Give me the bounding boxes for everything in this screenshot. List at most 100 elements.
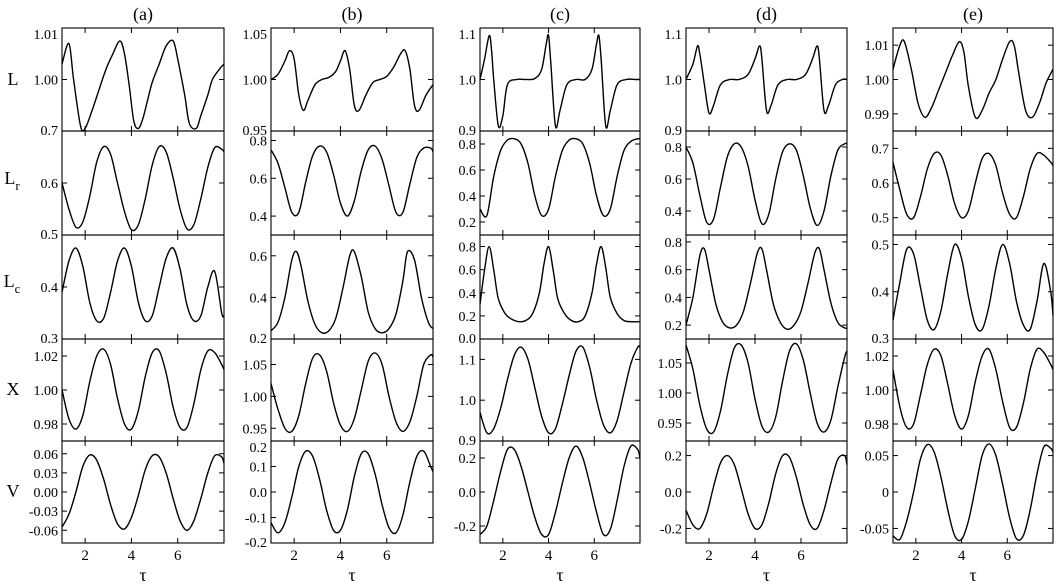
subplot-frame <box>479 27 641 132</box>
subplot-frame <box>685 234 848 340</box>
y-tick-label: 1.0 <box>459 394 477 409</box>
series-line-X <box>61 348 225 431</box>
x-tick-label: 4 <box>128 548 136 564</box>
panel-column-1: (a) 0.7 1.00 1.01 0.5 0.6 0.3 0.4 0.98 1.00 1.02 -0… <box>29 4 225 584</box>
y-tick-label: 0.6 <box>459 264 477 279</box>
subplot-frame <box>61 130 225 236</box>
y-tick-label: 0.8 <box>665 236 683 251</box>
subplot-frame <box>892 440 1054 544</box>
series-line-X <box>479 345 641 435</box>
y-tick-label: -0.03 <box>29 505 58 520</box>
y-tick-label: 0.4 <box>872 286 890 301</box>
y-tick-label: 0.99 <box>865 108 890 123</box>
y-tick-label: 1.1 <box>459 28 477 43</box>
panel-label: (e) <box>963 4 983 25</box>
y-tick-label: 0.0 <box>459 332 477 347</box>
x-axis-label: τ <box>556 565 563 584</box>
panel-label: (d) <box>756 4 777 25</box>
series-line-X <box>892 347 1054 432</box>
y-tick-label: 0.2 <box>459 310 477 325</box>
series-line-L <box>270 48 434 113</box>
y-tick-label: 1.00 <box>243 74 268 89</box>
subplot-frame <box>270 440 434 544</box>
series-line-V <box>892 443 1054 542</box>
x-tick-label: 4 <box>337 548 345 564</box>
x-tick-label: 6 <box>174 548 182 564</box>
series-line-Lc <box>479 245 641 323</box>
series-line-V <box>61 453 225 532</box>
y-tick-label: 0 <box>882 486 889 501</box>
y-tick-label: 0.2 <box>250 332 268 347</box>
row-labels: L Lr Lc X V <box>4 69 21 501</box>
series-line-Lr <box>685 142 848 227</box>
series-line-X <box>270 352 434 434</box>
y-tick-label: 0.2 <box>250 441 268 456</box>
x-tick-label: 6 <box>1004 548 1012 564</box>
y-tick-label: 1.05 <box>243 359 268 374</box>
y-tick-label: 0.1 <box>250 461 268 476</box>
x-tick-label: 2 <box>705 548 713 564</box>
y-tick-label: 0.9 <box>665 124 683 139</box>
series-line-L <box>685 44 848 115</box>
series-line-Lc <box>270 249 434 334</box>
y-tick-label: -0.06 <box>29 524 58 539</box>
x-axis-label: τ <box>348 565 355 584</box>
subplot-frame <box>270 27 434 132</box>
panel-column-3: (c)0.91.01.10.20.40.60.80.00.20.40.60.80… <box>454 4 641 584</box>
subplot-frame <box>685 440 848 544</box>
y-tick-label: 0.4 <box>250 291 268 306</box>
row-label-L: L <box>8 69 19 89</box>
y-tick-label: 0.6 <box>250 172 268 187</box>
y-tick-label: 1.05 <box>243 28 268 43</box>
x-tick-label: 4 <box>958 548 966 564</box>
x-tick-label: 4 <box>751 548 759 564</box>
subplot-frame <box>685 27 848 132</box>
row-label-X: X <box>7 379 20 399</box>
y-tick-label: 0.3 <box>41 332 59 347</box>
subplot-frame <box>61 27 225 132</box>
y-tick-label: 0.4 <box>459 190 477 205</box>
series-line-Lr <box>892 151 1054 220</box>
y-tick-label: 0.6 <box>250 250 268 265</box>
y-tick-label: 1.00 <box>34 384 59 399</box>
y-tick-label: 0.4 <box>665 205 683 220</box>
y-tick-label: 0.00 <box>34 486 59 501</box>
series-line-X <box>685 342 848 435</box>
series-line-Lr <box>479 137 641 218</box>
panel-label: (c) <box>550 4 570 25</box>
y-tick-label: -0.05 <box>860 522 889 537</box>
x-tick-label: 6 <box>797 548 805 564</box>
y-tick-label: 1.00 <box>865 384 890 399</box>
y-tick-label: 1.00 <box>658 387 683 402</box>
y-tick-label: 0.8 <box>459 241 477 256</box>
x-tick-label: 6 <box>591 548 599 564</box>
x-tick-label: 2 <box>81 548 89 564</box>
y-tick-label: 0.9 <box>459 434 477 449</box>
y-tick-label: 0.8 <box>459 138 477 153</box>
y-tick-label: 0.2 <box>665 319 683 334</box>
row-label-V: V <box>7 481 20 501</box>
subplot-frame <box>892 130 1054 236</box>
y-tick-label: 0.2 <box>459 216 477 231</box>
y-tick-label: 0.03 <box>34 467 59 482</box>
series-line-L <box>479 33 640 129</box>
series-line-V <box>479 444 641 538</box>
series-line-Lc <box>61 246 225 324</box>
y-tick-label: 0.06 <box>34 448 59 463</box>
series-line-Lc <box>892 243 1054 332</box>
x-tick-label: 2 <box>912 548 920 564</box>
y-tick-label: 0.8 <box>665 141 683 156</box>
x-axis-label: τ <box>969 565 976 584</box>
series-line-Lr <box>270 144 434 217</box>
y-tick-label: 1.00 <box>243 390 268 405</box>
y-tick-label: 0.6 <box>665 173 683 188</box>
y-tick-label: -0.2 <box>660 522 682 537</box>
series-line-Lr <box>61 145 225 232</box>
row-label-Lr: Lr <box>4 168 20 193</box>
y-tick-label: 0.3 <box>872 332 890 347</box>
panel-column-2: (b) 0.95 1.00 1.05 0.4 0.6 0.8 0.2 0.4 0.6 0.95 1.0… <box>243 4 434 584</box>
series-line-V <box>270 449 434 535</box>
y-tick-label: 1.02 <box>865 350 890 365</box>
y-tick-label: 1.00 <box>34 74 59 89</box>
